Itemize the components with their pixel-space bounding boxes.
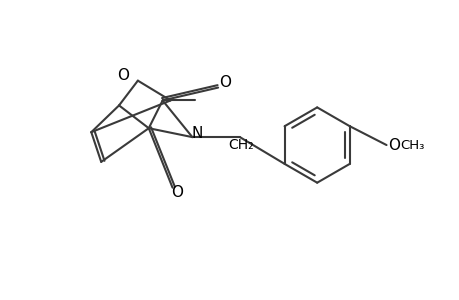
Text: O: O [117,68,129,83]
Text: O: O [218,75,230,90]
Text: O: O [388,137,400,152]
Text: N: N [191,126,202,141]
Text: O: O [171,185,183,200]
Text: CH₂: CH₂ [228,138,253,152]
Text: CH₃: CH₃ [399,139,424,152]
